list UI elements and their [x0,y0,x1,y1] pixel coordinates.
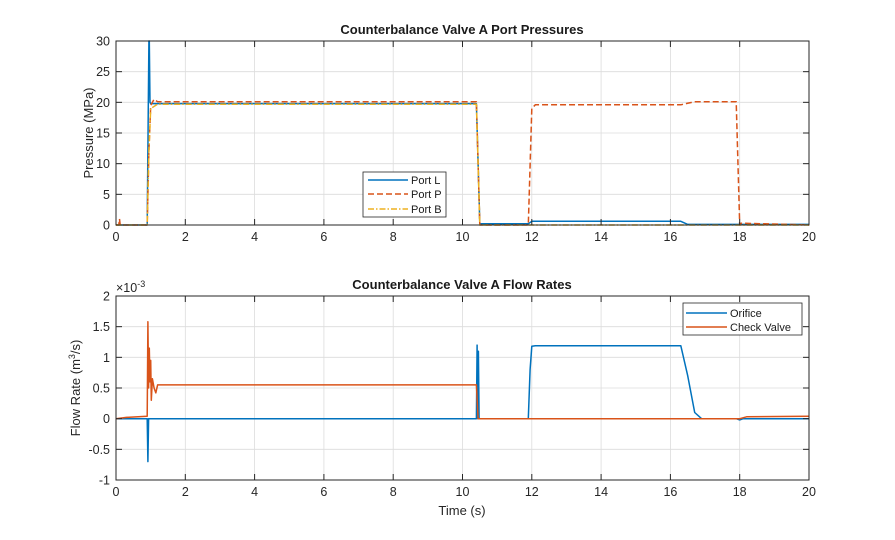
flow-xtick-label: 18 [733,485,747,499]
pressure-ytick-label: 5 [103,188,110,202]
flow-ylabel-main: Flow Rate (m [68,359,83,436]
flow-ytick-label: 0.5 [93,382,110,396]
flow-ytick-label: 1 [103,351,110,365]
flow-legend-box [682,302,803,336]
pressure-xtick-label: 14 [594,230,608,244]
legend-label-port-l: Port L [411,175,440,187]
flow-xtick-label: 16 [663,485,677,499]
flow-ylabel-tail: /s) [68,340,83,354]
pressure-xtick-label: 20 [802,230,816,244]
flow-ytick-label: 2 [103,290,110,304]
flow-xtick-label: 2 [182,485,189,499]
pressure-ytick-label: 15 [96,127,110,141]
pressure-ytick-label: 20 [96,96,110,110]
flow-exponent-label: ×10-3 [116,279,145,295]
exponent-power: -3 [137,279,145,289]
flow-xtick-label: 4 [251,485,258,499]
flow-xtick-label: 12 [525,485,539,499]
legend-label-check-valve: Check Valve [730,322,791,334]
pressure-xtick-label: 16 [663,230,677,244]
flow-xtick-label: 14 [594,485,608,499]
flow-ytick-label: 0 [103,412,110,426]
exponent-base: ×10 [116,281,137,295]
pressure-axes: 0 2 4 6 8 10 12 14 16 18 20 0 5 10 15 20 25 30 Counterbal… [81,22,816,244]
flow-xtick-label: 10 [456,485,470,499]
flow-xtick-label: 8 [390,485,397,499]
legend-label-port-b: Port B [411,204,442,216]
flow-xtick-label: 0 [113,485,120,499]
series-check-valve [115,321,810,420]
flow-xtick-label: 6 [320,485,327,499]
series-port-b [116,103,809,226]
legend-label-orifice: Orifice [730,308,762,320]
flow-ylabel-sup: 3 [67,354,77,359]
pressure-xtick-label: 12 [525,230,539,244]
pressure-xtick-label: 2 [182,230,189,244]
pressure-ytick-label: 0 [103,219,110,233]
flow-xlabel: Time (s) [438,503,485,518]
pressure-ylabel: Pressure (MPa) [81,87,96,178]
flow-title: Counterbalance Valve A Flow Rates [352,277,571,292]
flow-ytick-label: -1 [99,474,110,488]
pressure-xtick-label: 8 [390,230,397,244]
pressure-ytick-label: 10 [96,157,110,171]
pressure-xtick-label: 6 [320,230,327,244]
flow-legend[interactable]: Orifice Check Valve [682,302,803,336]
flow-xtick-label: 20 [802,485,816,499]
pressure-xtick-label: 4 [251,230,258,244]
pressure-xtick-label: 18 [733,230,747,244]
pressure-ytick-label: 30 [96,35,110,49]
pressure-xtick-label: 0 [113,230,120,244]
flow-ytick-label: 1.5 [93,320,110,334]
flow-axes: 0 2 4 6 8 10 12 14 16 18 20 -1 -0.5 0 0.5 1 1.5 2 Counter… [67,277,816,518]
legend-label-port-p: Port P [411,189,442,201]
pressure-ytick-label: 25 [96,65,110,79]
flow-ylabel: Flow Rate (m3/s) [67,340,83,437]
pressure-xtick-label: 10 [456,230,470,244]
flow-ytick-label: -0.5 [88,443,110,457]
pressure-title: Counterbalance Valve A Port Pressures [340,22,583,37]
pressure-legend[interactable]: Port L Port P Port B [362,171,447,218]
